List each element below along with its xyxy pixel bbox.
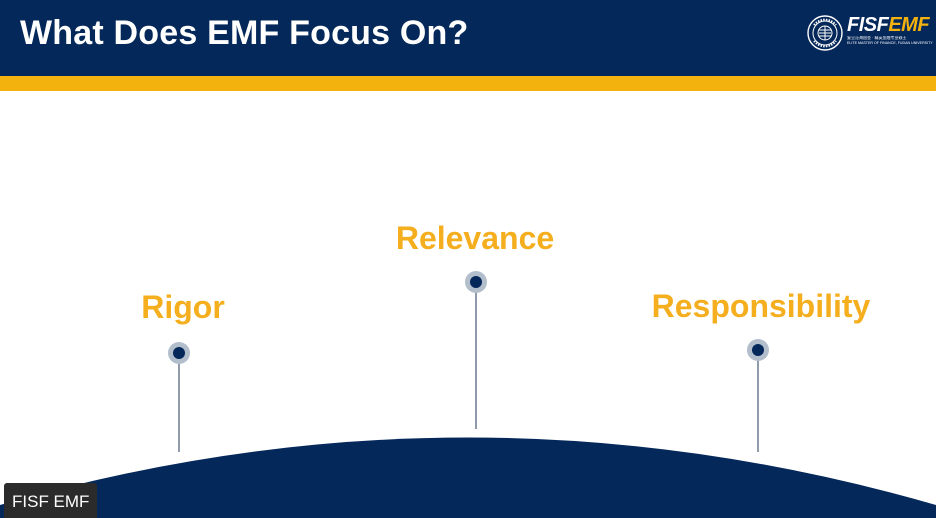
brand-subtitle-cn: 复旦泛海国金 · 精英金融专业硕士	[847, 36, 907, 40]
brand-wordmark: FISFEMF	[847, 14, 930, 36]
page-title: What Does EMF Focus On?	[20, 14, 469, 52]
navy-arc	[0, 437, 936, 518]
brand-emf: EMF	[888, 14, 930, 36]
pillar-label-rigor: Rigor	[141, 289, 225, 325]
brand-fisf: FISF	[847, 14, 889, 36]
gold-accent-band	[0, 76, 936, 91]
participant-name-tag[interactable]: FISF EMF	[4, 483, 97, 518]
fisf-emf-logo: FISFEMF 复旦泛海国金 · 精英金融专业硕士 ELITE MASTER O…	[807, 14, 933, 54]
brand-subtitle-en: ELITE MASTER OF FINANCE, FUDAN UNIVERSIT…	[847, 41, 933, 45]
pin-responsibility	[747, 339, 769, 361]
pin-rigor	[168, 342, 190, 364]
university-seal-icon	[807, 15, 843, 51]
pillar-label-relevance: Relevance	[395, 220, 555, 256]
pillar-label-responsibility: Responsibility	[651, 288, 871, 324]
participant-name-label: FISF EMF	[12, 492, 90, 511]
pin-relevance	[465, 271, 487, 293]
header-bar: What Does EMF Focus On? FISFEMF 复旦泛海国金 ·…	[0, 0, 936, 76]
